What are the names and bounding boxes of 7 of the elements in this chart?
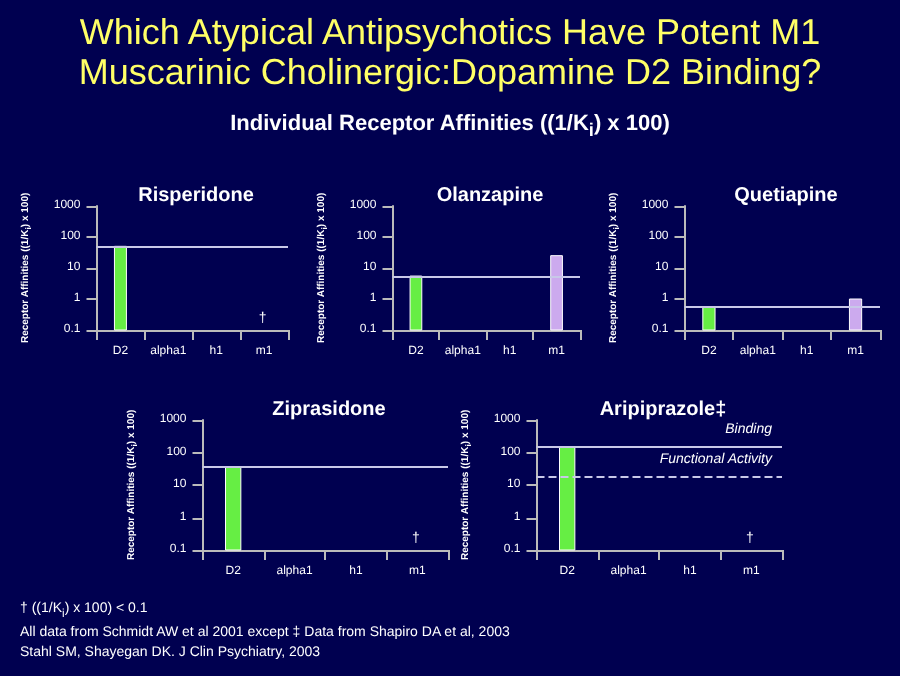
text: Individual Receptor Affinities ((1/K$_{i}$) x 100) xyxy=(228,112,672,141)
chart-title: Ziprasidone xyxy=(272,399,387,421)
chart-title: Risperidone xyxy=(138,185,255,207)
chart-title: Quetiapine xyxy=(734,185,839,207)
text: Which Atypical Antipsychotics Have Potent M1 Muscarinic Cholinergic:Dopamine D2 Binding? xyxy=(76,12,824,92)
chart-title: Olanzapine xyxy=(436,185,545,207)
chart-title: Aripiprazole‡ xyxy=(599,399,727,421)
